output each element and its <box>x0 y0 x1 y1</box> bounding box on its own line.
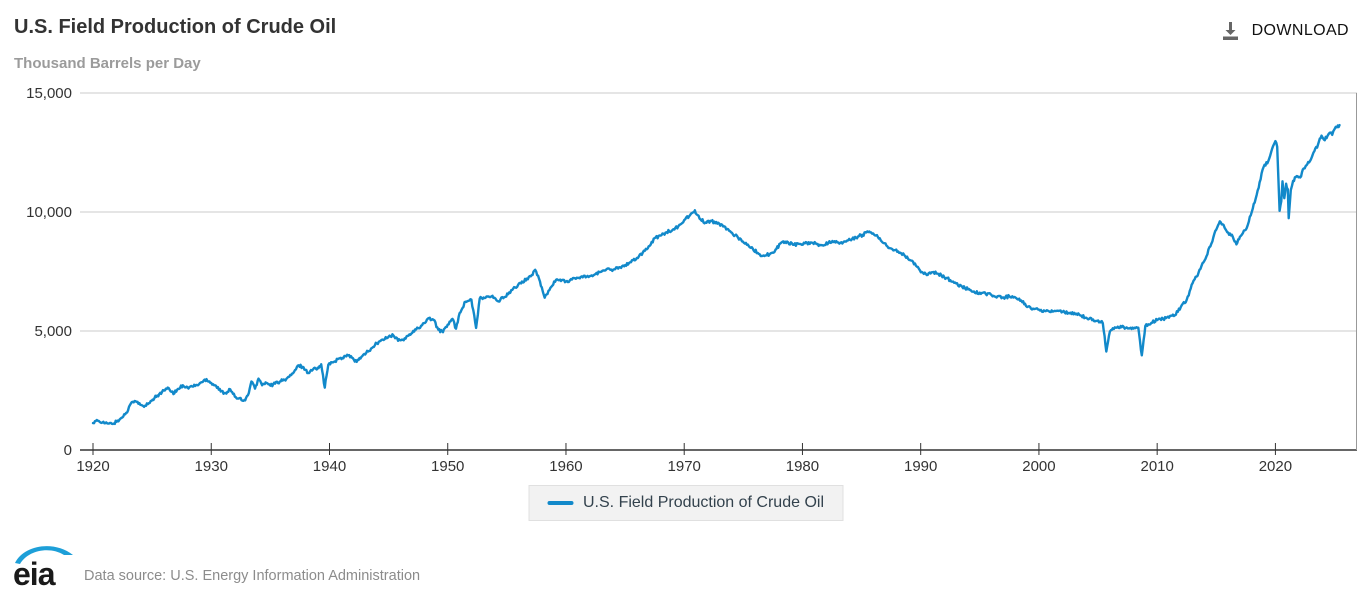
eia-logo-swoosh <box>15 546 73 564</box>
y-axis-tick-label: 0 <box>64 442 72 459</box>
x-axis-tick-label: 1980 <box>786 458 819 475</box>
x-axis-tick-label: 1950 <box>431 458 464 475</box>
x-axis-tick-label: 1930 <box>195 458 228 475</box>
x-axis-tick-label: 2020 <box>1259 458 1292 475</box>
x-axis-tick-label: 1970 <box>668 458 701 475</box>
x-axis-tick-label: 1940 <box>313 458 346 475</box>
y-axis-tick-label: 10,000 <box>26 204 72 221</box>
x-axis-tick-label: 2010 <box>1140 458 1173 475</box>
y-axis-tick-label: 15,000 <box>26 85 72 102</box>
download-button[interactable]: DOWNLOAD <box>1220 20 1349 41</box>
y-axis-tick-label: 5,000 <box>34 323 72 340</box>
data-source-text: Data source: U.S. Energy Information Adm… <box>84 568 421 584</box>
x-axis-tick-label: 1920 <box>76 458 109 475</box>
x-axis-tick-label: 1990 <box>904 458 937 475</box>
legend-line-swatch <box>547 501 573 505</box>
crude-oil-production-line[interactable] <box>91 123 1341 426</box>
eia-logo-text: eia <box>13 556 56 590</box>
legend: U.S. Field Production of Crude Oil <box>528 485 843 521</box>
chart-units-subtitle: Thousand Barrels per Day <box>14 55 201 72</box>
eia-logo[interactable]: eia <box>12 542 76 595</box>
x-axis-tick-label: 1960 <box>549 458 582 475</box>
x-axis-tick-label: 2000 <box>1022 458 1055 475</box>
legend-item-crude-oil[interactable]: U.S. Field Production of Crude Oil <box>583 494 824 511</box>
download-icon <box>1220 20 1241 41</box>
page-title: U.S. Field Production of Crude Oil <box>14 16 337 38</box>
download-label: DOWNLOAD <box>1251 21 1349 39</box>
